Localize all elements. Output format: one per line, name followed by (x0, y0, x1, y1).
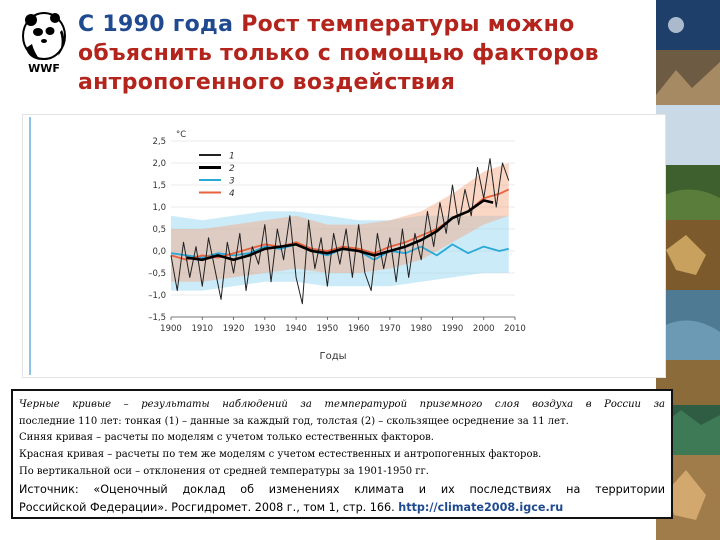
caption-line-1: Черные кривые – результаты наблюдений за… (19, 399, 665, 410)
series-line-2 (186, 199, 494, 262)
legend-label-1: 1 (229, 152, 235, 162)
legend-layer: 1 2 3 4 (199, 152, 235, 199)
nature-photo-strip (656, 0, 720, 540)
y-tick-label: 0,5 (152, 225, 166, 235)
x-tick-label: 1950 (317, 324, 339, 334)
source-link[interactable]: http://climate2008.igce.ru (398, 500, 564, 514)
wwf-panda-logo: WWF (22, 12, 66, 74)
panda-icon (22, 12, 66, 60)
x-tick-label: 1900 (160, 324, 182, 334)
legend-label-2: 2 (229, 164, 235, 174)
y-tick-label: 1,0 (152, 203, 166, 213)
x-tick-label: 1980 (410, 324, 432, 334)
axes-layer: –1,5 –1,0 –0,5 0,0 0,5 1,0 1,5 2,0 2,5 1900 1910 19… (148, 137, 526, 334)
x-tick-label: 2010 (504, 324, 526, 334)
x-axis-label: Годы (319, 351, 346, 362)
caption-line-3: Синяя кривая – расчеты по моделям с учет… (19, 432, 434, 444)
x-tick-label: 2000 (473, 324, 495, 334)
x-tick-label: 1920 (223, 324, 245, 334)
y-tick-label: 1,5 (152, 181, 166, 191)
y-tick-label: 2,5 (152, 137, 166, 147)
x-tick-label: 1960 (348, 324, 370, 334)
y-tick-label: –0,5 (148, 269, 166, 279)
series-line-1 (170, 158, 510, 305)
source-citation: Российской Федерации». Росгидромет. 2008… (19, 500, 395, 514)
logo-text: WWF (28, 62, 60, 74)
x-tick-label: 1990 (442, 324, 464, 334)
y-tick-label: –1,5 (148, 313, 166, 323)
y-tick-label: –1,0 (148, 291, 166, 301)
legend-label-3: 3 (229, 177, 235, 187)
caption-source-line-1: Источник: «Оценочный доклад об изменения… (19, 482, 665, 496)
y-axis-unit-label: °C (176, 130, 186, 140)
caption-line-5: По вертикальной оси – отклонения от сред… (19, 465, 429, 477)
title-year: С 1990 года (78, 12, 234, 37)
caption-line-4: Красная кривая – расчеты по тем же модел… (19, 449, 542, 461)
legend-label-4: 4 (229, 189, 235, 199)
caption-box: Черные кривые – результаты наблюдений за… (11, 389, 673, 519)
title-statement: Рост температуры можно объяснить только … (78, 12, 599, 95)
series-layer (170, 158, 510, 305)
x-tick-label: 1930 (254, 324, 276, 334)
caption-line-2: последние 110 лет: тонкая (1) – данные з… (19, 415, 569, 427)
caption-source-line-2: Российской Федерации». Росгидромет. 2008… (19, 499, 665, 517)
slide-title: С 1990 года Рост температуры можно объяс… (78, 10, 648, 97)
x-tick-label: 1970 (379, 324, 401, 334)
x-tick-label: 1940 (285, 324, 307, 334)
chart-frame: –1,5 –1,0 –0,5 0,0 0,5 1,0 1,5 2,0 2,5 1900 1910 19… (22, 114, 666, 378)
y-tick-label: 2,0 (152, 159, 166, 169)
x-tick-label: 1910 (191, 324, 213, 334)
band-layer (171, 163, 509, 291)
temperature-chart: –1,5 –1,0 –0,5 0,0 0,5 1,0 1,5 2,0 2,5 1900 1910 19… (148, 130, 526, 362)
y-tick-label: 0,0 (152, 247, 166, 257)
chart-inner: –1,5 –1,0 –0,5 0,0 0,5 1,0 1,5 2,0 2,5 1900 1910 19… (29, 117, 665, 375)
